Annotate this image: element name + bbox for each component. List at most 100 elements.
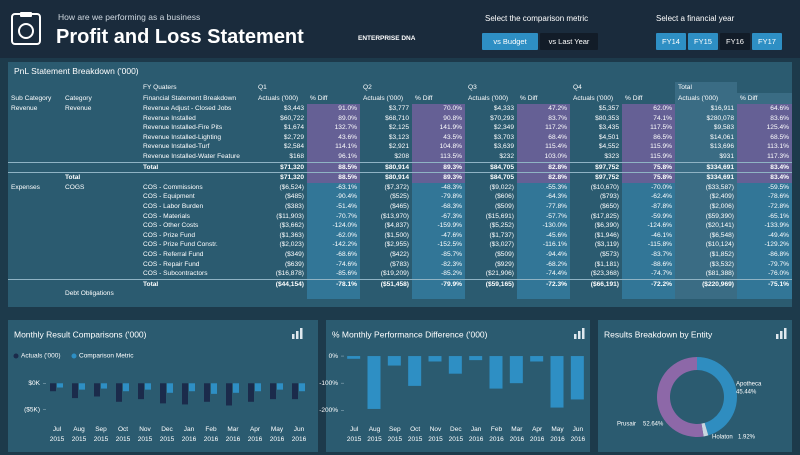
table-cell: -45.6% xyxy=(517,230,570,241)
table-cell: ($573) xyxy=(599,250,619,258)
table-cell: Revenue Installed xyxy=(143,114,196,122)
table-cell: 70.0% xyxy=(412,104,465,114)
table-cell: ($5,252) xyxy=(489,222,514,230)
group-header xyxy=(622,82,675,93)
x-tick-label: Aug 2015 xyxy=(72,426,87,443)
table-cell: -130.0% xyxy=(517,221,570,231)
legend-label: Comparison Metric xyxy=(79,353,134,360)
x-tick-label: Oct 2015 xyxy=(116,426,131,443)
table-cell: -124.0% xyxy=(307,221,360,231)
table-cell xyxy=(8,269,62,279)
slice-label: Holaton xyxy=(712,435,733,441)
column-header: Financial Statement Breakdown xyxy=(143,95,237,102)
table-cell: ($59,390) xyxy=(675,211,737,222)
table-cell: $84,705 xyxy=(465,172,517,183)
table-cell xyxy=(62,202,140,212)
table-cell: -67.3% xyxy=(412,211,465,222)
x-tick-label: Mar 2016 xyxy=(226,426,241,443)
table-cell: -70.7% xyxy=(307,211,360,222)
table-cell: 113.5% xyxy=(412,151,465,163)
table-cell xyxy=(8,278,62,290)
bar xyxy=(79,383,85,390)
header-row: Sub Category Category Financial Statement … xyxy=(8,93,792,104)
table-cell: -85.7% xyxy=(412,249,465,260)
table-cell: -83.7% xyxy=(622,249,675,260)
table-cell: -115.8% xyxy=(622,240,675,250)
pie-slice xyxy=(657,357,704,437)
year-button[interactable]: FY15 xyxy=(688,33,718,50)
table-cell: $232 xyxy=(499,152,514,160)
table-cell: 86.5% xyxy=(622,132,675,143)
table-cell xyxy=(140,172,255,183)
chart-title: Monthly Result Comparisons ('000) xyxy=(14,329,147,339)
table-cell: ($1,363) xyxy=(279,231,304,239)
table-row: Revenue Installed-Lighting $2,729 43.6% $3,… xyxy=(8,132,792,143)
table-cell: ($13,970) xyxy=(380,212,409,220)
table-cell: -57.7% xyxy=(517,211,570,222)
table-cell: ($1,500) xyxy=(384,231,409,239)
table-cell: $3,639 xyxy=(493,143,514,151)
table-cell: 47.2% xyxy=(517,104,570,114)
bar xyxy=(292,383,298,400)
subtitle: How are we performing as a business xyxy=(58,12,201,22)
chart-title: Results Breakdown by Entity xyxy=(604,329,713,339)
column-header: Actuals ('000) xyxy=(468,95,509,102)
table-cell: 89.0% xyxy=(307,113,360,124)
table-cell: $2,921 xyxy=(388,143,409,151)
year-button[interactable]: FY14 xyxy=(656,33,686,50)
table-cell: 68.4% xyxy=(517,132,570,143)
metric-button[interactable]: vs Last Year xyxy=(540,33,598,50)
x-tick-label: Apr 2016 xyxy=(248,426,263,443)
table-cell: ($606) xyxy=(494,193,514,201)
table-cell: -62.4% xyxy=(622,192,675,202)
bar xyxy=(570,356,584,400)
x-tick-label: Nov 2015 xyxy=(138,426,153,443)
table-cell: $323 xyxy=(604,152,619,160)
chart-icon xyxy=(582,328,585,339)
bar xyxy=(255,383,261,392)
bar xyxy=(72,383,78,399)
metric-button[interactable]: vs Budget xyxy=(482,33,538,50)
table-cell: $71,320 xyxy=(255,161,307,173)
table-cell: COS - Subcontractors xyxy=(143,270,208,278)
table-row: COS - Equipment ($485) -90.4% ($525) -79.8% (… xyxy=(8,192,792,202)
table-cell xyxy=(8,114,62,124)
year-label: Select a financial year xyxy=(656,14,735,23)
table-cell: 117.3% xyxy=(737,151,792,163)
table-cell xyxy=(8,152,62,162)
table-cell xyxy=(62,212,140,222)
year-button[interactable]: FY16 xyxy=(720,33,750,50)
table-cell: ($2,955) xyxy=(384,241,409,249)
table-cell: 96.1% xyxy=(307,151,360,163)
table-cell: $1,674 xyxy=(283,124,304,132)
table-cell: 64.6% xyxy=(737,104,792,114)
table-cell: ($422) xyxy=(389,250,409,258)
table-cell xyxy=(8,212,62,222)
chart-icon xyxy=(574,334,577,339)
slice-value: 52.64% xyxy=(643,422,664,428)
table-cell: 104.8% xyxy=(412,142,465,152)
year-button[interactable]: FY17 xyxy=(752,33,782,50)
table-cell: 83.6% xyxy=(737,113,792,124)
table-cell: COS - Prize Fund xyxy=(143,231,196,239)
table-cell: $334,691 xyxy=(675,161,737,173)
group-header xyxy=(737,82,792,93)
table-cell: ($1,181) xyxy=(594,260,619,268)
x-tick-label: Jan 2016 xyxy=(469,426,484,443)
bar xyxy=(182,383,188,405)
table-cell xyxy=(465,289,517,299)
table-cell: -68.3% xyxy=(412,201,465,212)
table-cell: 117.5% xyxy=(622,123,675,133)
table-row: Revenue Installed $60,722 89.0% $68,710 90.8… xyxy=(8,113,792,124)
table-cell: ($9,022) xyxy=(489,183,514,191)
x-tick-label: May 2016 xyxy=(270,426,285,443)
table-cell: ($485) xyxy=(284,193,304,201)
column-header: Actuals ('000) xyxy=(573,95,614,102)
chart-icon xyxy=(578,331,581,339)
slice-value: 45.44% xyxy=(736,390,757,396)
x-tick-label: Sep 2015 xyxy=(94,426,109,443)
table-cell xyxy=(8,250,62,260)
table-cell: -78.6% xyxy=(737,192,792,202)
table-cell: $97,752 xyxy=(570,161,622,173)
table-cell: ($1,946) xyxy=(594,231,619,239)
